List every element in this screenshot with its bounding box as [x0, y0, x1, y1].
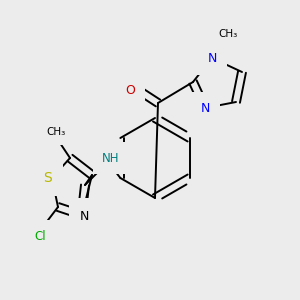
Text: Cl: Cl	[34, 230, 46, 242]
Text: N: N	[79, 209, 89, 223]
Text: N: N	[200, 101, 210, 115]
Text: CH₃: CH₃	[46, 127, 66, 137]
Text: CH₃: CH₃	[218, 29, 238, 39]
Text: N: N	[207, 52, 217, 64]
Text: S: S	[44, 171, 52, 185]
Text: O: O	[87, 208, 97, 220]
Text: NH: NH	[102, 152, 120, 164]
Text: O: O	[125, 83, 135, 97]
